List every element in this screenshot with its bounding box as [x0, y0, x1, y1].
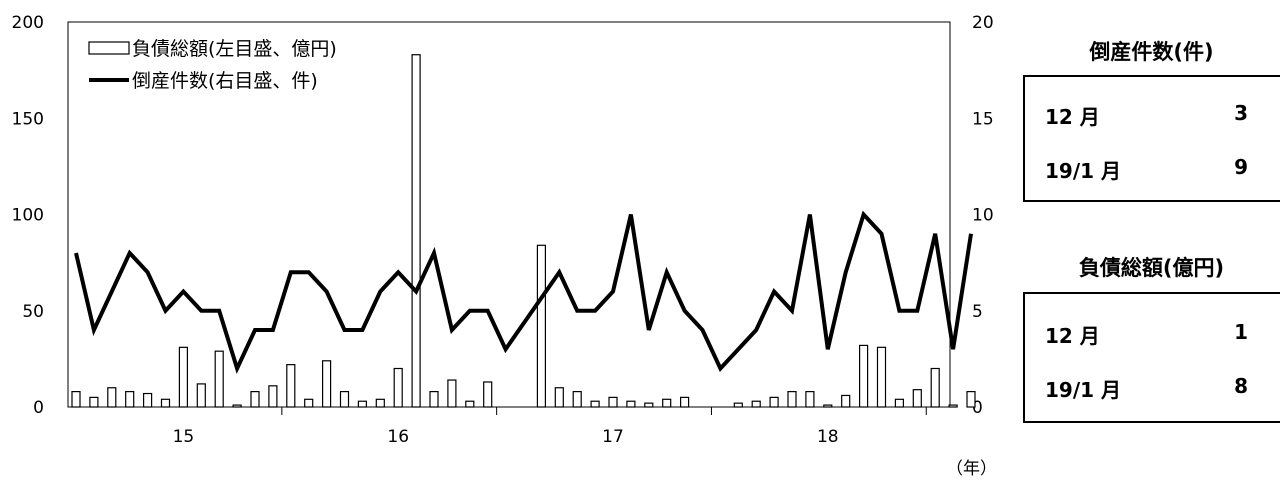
debt-panel: 12 月 1 19/1 月 8 [1023, 292, 1280, 423]
right-tick-label: 0 [972, 398, 983, 418]
right-tick-label: 15 [972, 109, 994, 129]
left-tick-label: 100 [12, 206, 44, 226]
debt-bar [71, 391, 81, 408]
left-tick-label: 200 [12, 13, 44, 33]
debt-bar [339, 391, 350, 408]
legend-line-label: 倒産件数(右目盛、件) [132, 70, 318, 92]
debt-bar [858, 344, 869, 408]
debt-bar [751, 400, 761, 408]
debt-bar [930, 367, 940, 408]
debt-bar [841, 394, 851, 408]
debt-bar [465, 400, 475, 408]
debt-bar [536, 244, 547, 408]
debt-bar [196, 383, 206, 408]
legend-bar-label: 負債総額(左目盛、億円) [132, 38, 337, 60]
debt-bar [214, 350, 224, 408]
debt-bar [411, 54, 421, 408]
debt-bar [787, 391, 797, 408]
left-tick-label: 150 [12, 109, 44, 129]
debt-bar [572, 391, 582, 408]
debt-bar [912, 389, 922, 408]
debt-bar [554, 387, 564, 408]
debt-bar [357, 400, 367, 408]
debt-bar [232, 404, 242, 408]
x-tick-label: 15 [173, 427, 195, 447]
debt-bar [286, 364, 296, 408]
count-row-value: 9 [1234, 155, 1248, 179]
right-tick-label: 20 [972, 13, 994, 33]
debt-bar [626, 400, 636, 408]
x-tick-label: 17 [602, 427, 624, 447]
debt-bar [268, 385, 278, 408]
count-row-jan: 19/1 月 9 [1025, 147, 1280, 189]
right-axis-ticks: 0 5 10 15 20 [972, 13, 994, 418]
debt-bar [178, 346, 188, 408]
debt-bar [679, 396, 690, 408]
right-tick-label: 10 [972, 206, 994, 226]
debt-bar [608, 396, 618, 408]
count-panel: 12 月 3 19/1 月 9 [1023, 75, 1280, 202]
count-row-value: 3 [1234, 101, 1248, 125]
debt-bar [662, 398, 672, 408]
debt-bar [483, 381, 493, 408]
debt-bar [250, 391, 260, 408]
count-line [74, 210, 973, 375]
legend: 負債総額(左目盛、億円) 倒産件数(右目盛、件) [88, 38, 337, 92]
debt-bar [322, 360, 332, 408]
debt-row-value: 8 [1234, 374, 1248, 398]
debt-bar [590, 400, 600, 408]
debt-row-dec: 12 月 1 [1025, 312, 1280, 354]
debt-bar [393, 367, 403, 408]
debt-bar [107, 387, 117, 408]
debt-bar [894, 398, 905, 408]
debt-bar [948, 404, 958, 408]
debt-bar [429, 391, 439, 408]
debt-bar [733, 402, 743, 408]
count-panel-title: 倒産件数(件) [1089, 40, 1214, 64]
debt-row-jan: 19/1 月 8 [1025, 366, 1280, 408]
left-axis-ticks: 0 50 100 150 200 [12, 13, 44, 418]
debt-row-label: 12 月 [1045, 324, 1100, 348]
debt-bar [876, 346, 887, 408]
left-tick-label: 50 [22, 302, 44, 322]
debt-bars [71, 54, 976, 408]
debt-bar [805, 391, 815, 408]
count-row-label: 12 月 [1045, 105, 1100, 129]
debt-bar [375, 398, 385, 408]
debt-row-label: 19/1 月 [1045, 378, 1122, 402]
debt-bar [160, 398, 171, 408]
debt-bar [769, 396, 779, 408]
debt-bar [823, 404, 833, 408]
x-tick-label: 16 [387, 427, 409, 447]
debt-bar [644, 402, 654, 408]
debt-bar [125, 391, 135, 408]
left-tick-label: 0 [33, 398, 44, 418]
x-tick-label: 18 [817, 427, 839, 447]
count-row-dec: 12 月 3 [1025, 93, 1280, 135]
legend-bar-swatch [88, 41, 130, 55]
debt-bar [966, 391, 976, 408]
debt-panel-title: 負債総額(億円) [1078, 256, 1225, 280]
debt-row-value: 1 [1234, 320, 1248, 344]
count-row-label: 19/1 月 [1045, 159, 1122, 183]
debt-bar [304, 398, 314, 408]
x-unit-label: （年） [946, 459, 997, 479]
debt-bar [143, 392, 153, 408]
x-axis-ticks: 1516171819 [173, 407, 927, 447]
debt-bar [447, 379, 457, 408]
debt-bar [89, 396, 99, 408]
right-tick-label: 5 [972, 302, 983, 322]
